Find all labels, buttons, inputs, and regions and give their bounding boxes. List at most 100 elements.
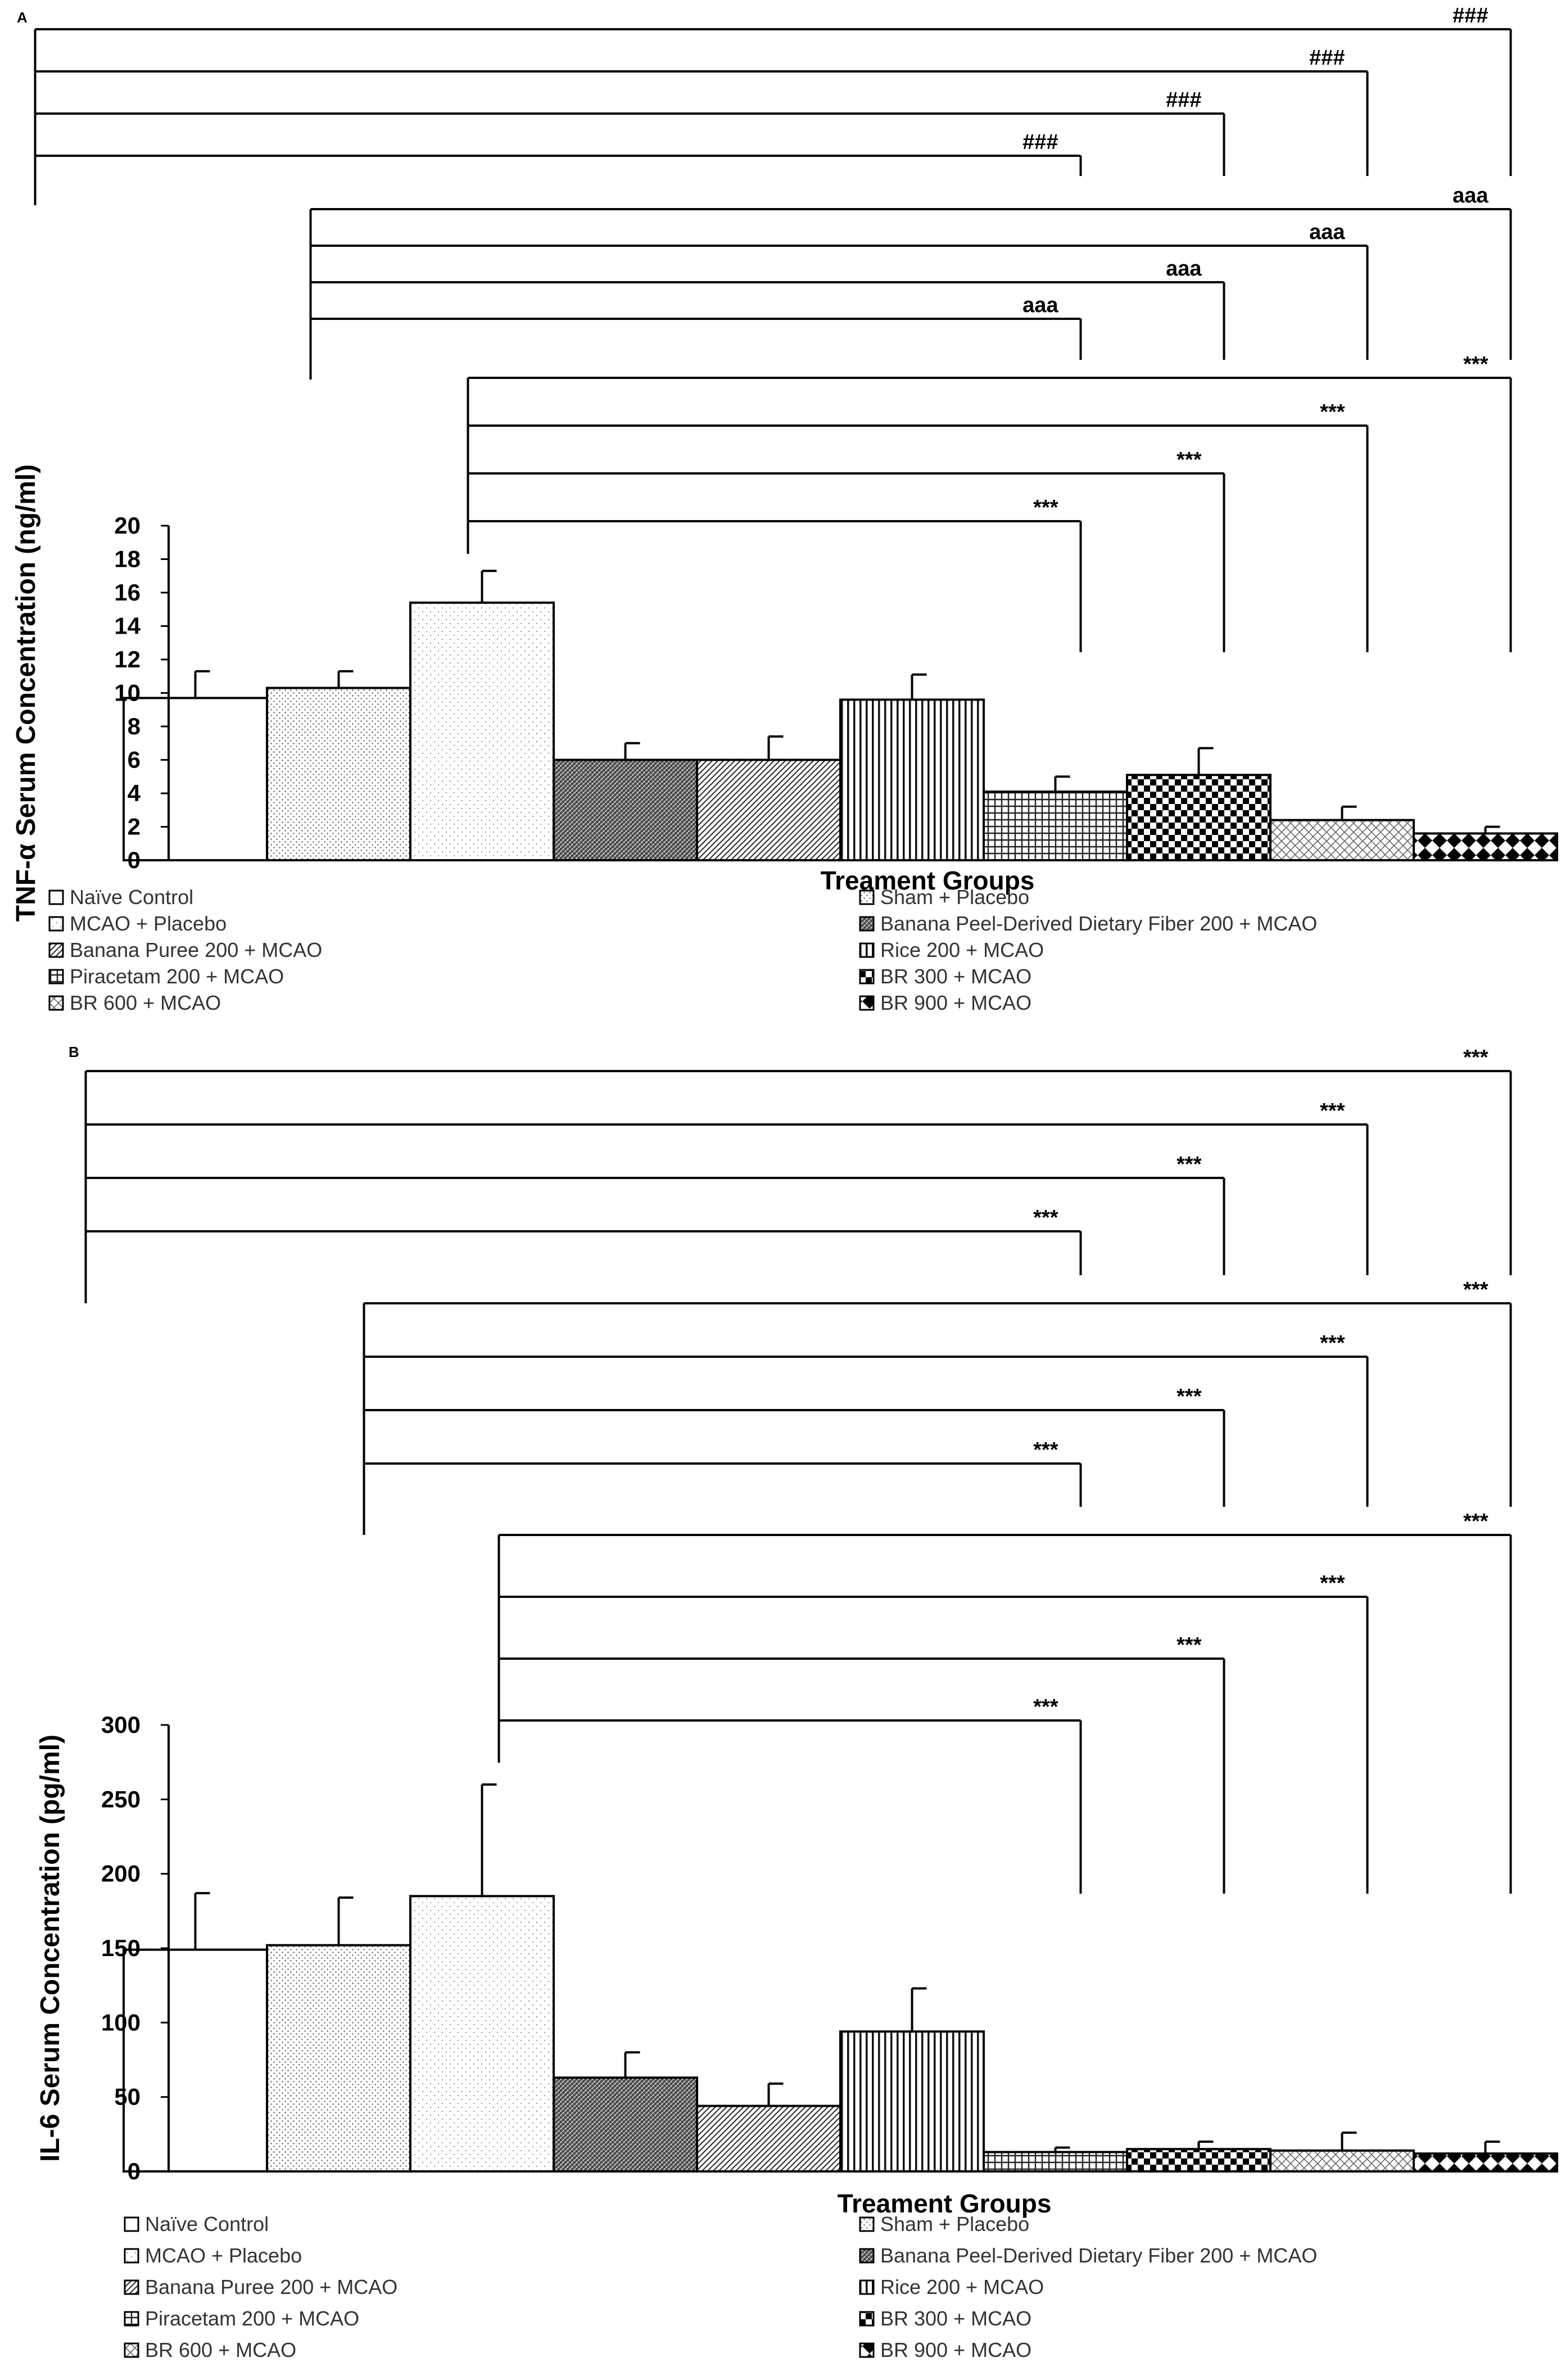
legend-label-br-300-mcao: BR 300 + MCAO <box>880 965 1031 988</box>
legend-swatch-br-300-mcao <box>859 969 875 984</box>
bar-sham-placebo <box>266 1944 411 2173</box>
legend-swatch-banana-puree-200-mcao <box>48 942 64 958</box>
panel-label-a: A <box>17 9 28 26</box>
significance-marker: ### <box>1166 88 1201 112</box>
x-axis-label: Treament Groups <box>821 866 1035 895</box>
significance-marker: ### <box>1022 130 1058 154</box>
bar-banana-puree-200-mcao <box>696 758 841 861</box>
significance-marker: *** <box>1320 1331 1345 1355</box>
y-tick-label: 6 <box>128 747 141 773</box>
significance-marker: ### <box>1453 4 1488 28</box>
y-tick-label: 14 <box>114 613 141 639</box>
chart-a: 0 2 4 6 8 10 12 14 16 18 20 TNF-α Serum Concentrati… <box>11 4 1558 1014</box>
legend-swatch-banana-puree-200-mcao <box>124 2279 139 2295</box>
bar-piracetam-200-mcao <box>983 2151 1128 2173</box>
legend-label-banana-puree-200-mcao: Banana Puree 200 + MCAO <box>70 938 322 961</box>
y-tick-label: 250 <box>101 1786 141 1812</box>
y-tick-label: 8 <box>128 713 141 739</box>
legend-swatch-na-ve-control <box>48 889 64 905</box>
significance-marker: *** <box>1177 1385 1202 1408</box>
legend-swatch-sham-placebo <box>859 889 875 905</box>
y-axis-label: IL-6 Serum Concentration (pg/ml) <box>35 1735 65 2162</box>
significance-marker: aaa <box>1022 293 1058 317</box>
significance-marker: *** <box>1463 1510 1488 1533</box>
significance-marker: *** <box>1177 1153 1202 1176</box>
legend-swatch-banana-peel-derived-dietary-fiber-200-mcao <box>859 2248 875 2264</box>
y-tick-label: 4 <box>128 780 141 806</box>
significance-marker: *** <box>1320 400 1345 424</box>
significance-marker: *** <box>1177 1633 1202 1657</box>
bar-br-900-mcao <box>1413 832 1558 862</box>
legend-swatch-mcao-placebo <box>48 916 64 932</box>
y-tick-label: 2 <box>128 814 141 840</box>
significance-marker: *** <box>1320 1571 1345 1595</box>
legend-label-rice-200-mcao: Rice 200 + MCAO <box>880 938 1044 961</box>
legend-swatch-rice-200-mcao <box>859 942 875 958</box>
significance-marker: *** <box>1033 1695 1058 1719</box>
legend-swatch-banana-peel-derived-dietary-fiber-200-mcao <box>859 916 875 932</box>
bar-na-ve-control <box>123 697 268 862</box>
y-tick-label: 10 <box>114 680 141 706</box>
bar-mcao-placebo <box>409 601 555 861</box>
legend-label-sham-placebo: Sham + Placebo <box>880 886 1029 909</box>
legend-label-banana-peel-derived-dietary-fiber-200-mcao: Banana Peel-Derived Dietary Fiber 200 + … <box>880 912 1317 935</box>
y-tick-label: 16 <box>114 579 141 606</box>
legend-swatch-sham-placebo <box>859 2216 875 2232</box>
bar-piracetam-200-mcao <box>983 791 1128 862</box>
bar-br-600-mcao <box>1269 819 1415 861</box>
legend-label-mcao-placebo: MCAO + Placebo <box>70 912 227 935</box>
bar-br-300-mcao <box>1126 2148 1272 2173</box>
significance-marker: *** <box>1033 1206 1058 1230</box>
significance-marker: *** <box>1033 496 1058 520</box>
legend-label-banana-peel-derived-dietary-fiber-200-mcao: Banana Peel-Derived Dietary Fiber 200 + … <box>880 2244 1317 2267</box>
legend-swatch-br-300-mcao <box>859 2311 875 2327</box>
y-tick-label: 20 <box>114 512 141 539</box>
legend-swatch-br-900-mcao <box>859 995 875 1011</box>
bar-br-600-mcao <box>1269 2149 1415 2173</box>
significance-marker: *** <box>1463 1046 1488 1069</box>
legend-label-piracetam-200-mcao: Piracetam 200 + MCAO <box>145 2307 359 2330</box>
y-tick-label: 300 <box>101 1711 141 1738</box>
legend-swatch-piracetam-200-mcao <box>48 969 64 984</box>
legend-label-rice-200-mcao: Rice 200 + MCAO <box>880 2275 1044 2298</box>
legend-label-na-ve-control: Naïve Control <box>70 886 193 909</box>
legend-swatch-piracetam-200-mcao <box>124 2311 139 2327</box>
legend-label-piracetam-200-mcao: Piracetam 200 + MCAO <box>70 965 284 988</box>
y-tick-label: 50 <box>114 2084 141 2110</box>
legend-label-br-900-mcao: BR 900 + MCAO <box>880 2338 1031 2361</box>
legend-swatch-rice-200-mcao <box>859 2279 875 2295</box>
y-tick-label: 12 <box>114 646 141 672</box>
chart-b: 0 50 100 150 200 250 300 IL-6 Serum Concentrati… <box>35 1046 1558 2361</box>
bar-na-ve-control <box>123 1948 268 2173</box>
bar-rice-200-mcao <box>839 698 985 862</box>
significance-marker: aaa <box>1453 184 1488 207</box>
significance-marker: aaa <box>1166 257 1202 281</box>
y-tick-label: 100 <box>101 2009 141 2035</box>
legend-swatch-br-900-mcao <box>859 2342 875 2358</box>
significance-marker: *** <box>1033 1438 1058 1462</box>
y-tick-label: 150 <box>101 1935 141 1961</box>
y-tick-label: 18 <box>114 546 141 572</box>
significance-marker: aaa <box>1309 220 1345 244</box>
bar-br-900-mcao <box>1413 2152 1558 2173</box>
legend-label-br-600-mcao: BR 600 + MCAO <box>70 991 221 1014</box>
legend-swatch-br-600-mcao <box>124 2342 139 2358</box>
bar-banana-puree-200-mcao <box>696 2104 841 2173</box>
legend-swatch-br-600-mcao <box>48 995 64 1011</box>
bar-rice-200-mcao <box>839 2030 985 2173</box>
significance-marker: ### <box>1309 46 1345 70</box>
legend-label-mcao-placebo: MCAO + Placebo <box>145 2244 302 2267</box>
legend-label-banana-puree-200-mcao: Banana Puree 200 + MCAO <box>145 2275 397 2298</box>
y-tick-label: 0 <box>128 2158 141 2184</box>
bar-sham-placebo <box>266 687 411 861</box>
y-axis-label: TNF-α Serum Concentration (ng/ml) <box>11 464 41 922</box>
bar-mcao-placebo <box>409 1895 555 2173</box>
legend-label-br-900-mcao: BR 900 + MCAO <box>880 991 1031 1014</box>
bar-br-300-mcao <box>1126 774 1272 862</box>
legend-swatch-na-ve-control <box>124 2216 139 2232</box>
legend-swatch-mcao-placebo <box>124 2248 139 2264</box>
significance-marker: *** <box>1320 1099 1345 1123</box>
significance-marker: *** <box>1463 353 1488 376</box>
bar-banana-peel-derived-dietary-fiber-200-mcao <box>553 758 698 861</box>
